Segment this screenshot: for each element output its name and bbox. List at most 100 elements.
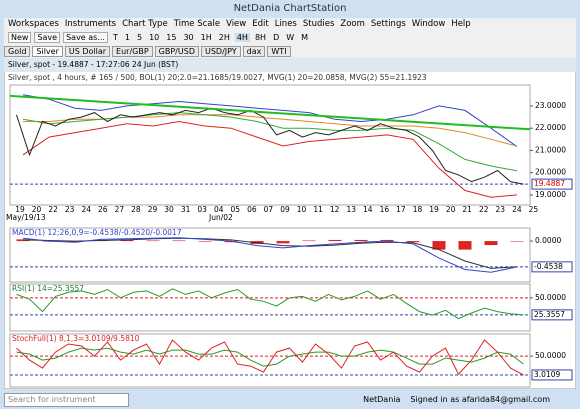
menu-bar: Workspaces Instruments Chart Type Time Scal… xyxy=(4,18,576,30)
current-value: 3.0109 xyxy=(534,370,560,379)
search-box[interactable]: Search for instrument xyxy=(4,392,129,407)
timeframe-button[interactable]: 8H xyxy=(254,33,267,42)
x-tick-label: 23 xyxy=(65,205,75,214)
toolbar: New Save Save as... T 1 5 10 15 30 1H 2H 4H 8H D W M xyxy=(4,30,576,45)
x-tick-label: 30 xyxy=(164,205,174,214)
instrument-tab[interactable]: Eur/GBP xyxy=(112,46,153,57)
x-tick-label: 04 xyxy=(214,205,224,214)
menu-item[interactable]: Chart Type xyxy=(122,19,168,29)
instrument-tab[interactable]: Gold xyxy=(4,46,31,57)
panel-frame xyxy=(9,84,531,206)
chart-header-bg xyxy=(4,58,576,72)
series-line xyxy=(22,94,518,148)
x-tick-label: 27 xyxy=(115,205,125,214)
x-tick-label: 22 xyxy=(479,205,489,214)
menu-item[interactable]: Lines xyxy=(274,19,297,29)
x-tick-label: 25 xyxy=(529,205,539,214)
menu-item[interactable]: Settings xyxy=(370,19,406,29)
x-tick-label: 31 xyxy=(181,205,191,214)
menu-item[interactable]: Studies xyxy=(302,19,335,29)
menu-item[interactable]: Instruments xyxy=(64,19,117,29)
current-value: 25.3557 xyxy=(534,310,565,319)
x-tick-label: 03 xyxy=(197,205,207,214)
y-tick-label: 20.0000 xyxy=(535,168,566,177)
macd-hist-bar xyxy=(276,241,290,244)
current-value: -0.4538 xyxy=(534,262,563,271)
current-box xyxy=(531,309,573,321)
timeframe-button[interactable]: 30 xyxy=(183,33,194,42)
macd-hist-bar xyxy=(484,241,498,246)
y-tick-label: 50.0000 xyxy=(535,293,566,302)
instrument-tab[interactable]: WTI xyxy=(267,46,291,57)
timeframe-button[interactable]: M xyxy=(301,33,309,42)
timeframe-button[interactable]: 10 xyxy=(149,33,160,42)
panel-label: StochFull(1) 8,1,3=3.0109/9.5810 xyxy=(12,334,140,343)
current-box xyxy=(531,369,573,381)
menu-item[interactable]: Window xyxy=(411,19,446,29)
macd-hist-bar xyxy=(328,239,342,242)
x-tick-label: 05 xyxy=(231,205,241,214)
macd-hist-bar xyxy=(172,240,186,242)
timeframe-button[interactable]: 4H xyxy=(234,33,250,42)
menu-item[interactable]: Edit xyxy=(252,19,269,29)
toolbar-button[interactable]: New xyxy=(8,32,32,43)
x-tick-label: 12 xyxy=(330,205,340,214)
y-tick-label: 23.0000 xyxy=(535,101,566,110)
panel-label: RSI(1) 14=25.3557 xyxy=(12,284,84,293)
toolbar-button[interactable]: Save xyxy=(34,32,61,43)
x-tick-label: 17 xyxy=(396,205,406,214)
x-tick-label: 20 xyxy=(446,205,456,214)
x-tick-label: 22 xyxy=(48,205,58,214)
y-tick-label: 22.0000 xyxy=(535,123,566,132)
timeframe-button[interactable]: W xyxy=(286,33,295,42)
instrument-tab[interactable]: dax xyxy=(242,46,266,57)
panel-frame xyxy=(9,333,531,388)
x-tick-label: 13 xyxy=(346,205,356,214)
window-title: NetDania ChartStation xyxy=(233,3,347,14)
macd-hist-bar xyxy=(510,241,524,242)
timeframe-button[interactable]: 5 xyxy=(136,33,143,42)
toolbar-button[interactable]: Save as... xyxy=(63,32,108,43)
x-tick-label: 06 xyxy=(247,205,257,214)
x-tick-label: 18 xyxy=(413,205,423,214)
instrument-tab[interactable]: GBP/USD xyxy=(154,46,199,57)
instrument-tab[interactable]: US Dollar xyxy=(64,46,111,57)
timeframe-button[interactable]: D xyxy=(273,33,280,42)
timeframe-button[interactable]: T xyxy=(112,33,118,42)
y-tick-label: 0.0000 xyxy=(535,236,561,245)
macd-hist-bar xyxy=(380,239,394,242)
current-box xyxy=(531,178,573,190)
x-tick-label: 11 xyxy=(313,205,323,214)
user: Signed in as afarida84@gmail.com xyxy=(410,395,550,404)
y-tick-label: 21.0000 xyxy=(535,145,566,154)
timeframe-button[interactable]: 1H xyxy=(200,33,212,42)
menu-item[interactable]: Workspaces xyxy=(8,19,59,29)
timeframe-button[interactable]: 15 xyxy=(166,33,177,42)
x-tick-label: 10 xyxy=(297,205,307,214)
instrument-tab[interactable]: Silver xyxy=(32,46,63,57)
macd-hist-bar xyxy=(224,241,238,243)
timeframe-button[interactable]: 2H xyxy=(218,33,230,42)
x-tick-label: 28 xyxy=(131,205,141,214)
macd-hist-bar xyxy=(68,241,82,243)
panel-label: MACD(1) 12;26,0,9=-0.4538/-0.4520/-0.001… xyxy=(12,228,182,237)
x-tick-label: 14 xyxy=(363,205,373,214)
x-tick-label: 19 xyxy=(429,205,439,214)
menu-item[interactable]: Zoom xyxy=(340,19,365,29)
macd-hist-bar xyxy=(432,241,446,250)
menu-item[interactable]: View xyxy=(226,19,247,29)
panel-frame xyxy=(9,283,531,332)
menu-item[interactable]: Time Scale xyxy=(173,19,221,29)
chart-header: Silver, spot - 19.4887 - 17:27:06 24 Jun… xyxy=(8,60,178,69)
series-line xyxy=(22,237,518,273)
current-value: 19.4887 xyxy=(534,179,565,188)
macd-hist-bar xyxy=(302,240,316,242)
macd-hist-bar xyxy=(120,239,134,242)
x-tick-label: 19 xyxy=(15,205,25,214)
menu-item[interactable]: Help xyxy=(451,19,471,29)
macd-hist-bar xyxy=(458,241,472,250)
timeframe-button[interactable]: 1 xyxy=(124,33,130,42)
instrument-tab[interactable]: USD/JPY xyxy=(200,46,241,57)
x-tick-label: 16 xyxy=(380,205,390,214)
